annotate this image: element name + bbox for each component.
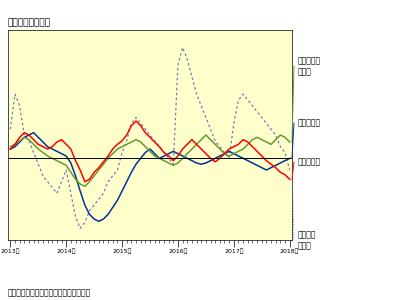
Text: 分譲マン
ション: 分譲マン ション — [298, 230, 316, 250]
Text: 司月比伸率、％）: 司月比伸率、％） — [8, 18, 51, 27]
Text: 分譲一戸建
（緑）: 分譲一戸建 （緑） — [298, 56, 321, 76]
Text: 貸家（赤）: 貸家（赤） — [298, 158, 321, 166]
Text: 資料）国土交通省「建築着工統計調査」: 資料）国土交通省「建築着工統計調査」 — [8, 288, 91, 297]
Text: 持家（青）: 持家（青） — [298, 118, 321, 127]
